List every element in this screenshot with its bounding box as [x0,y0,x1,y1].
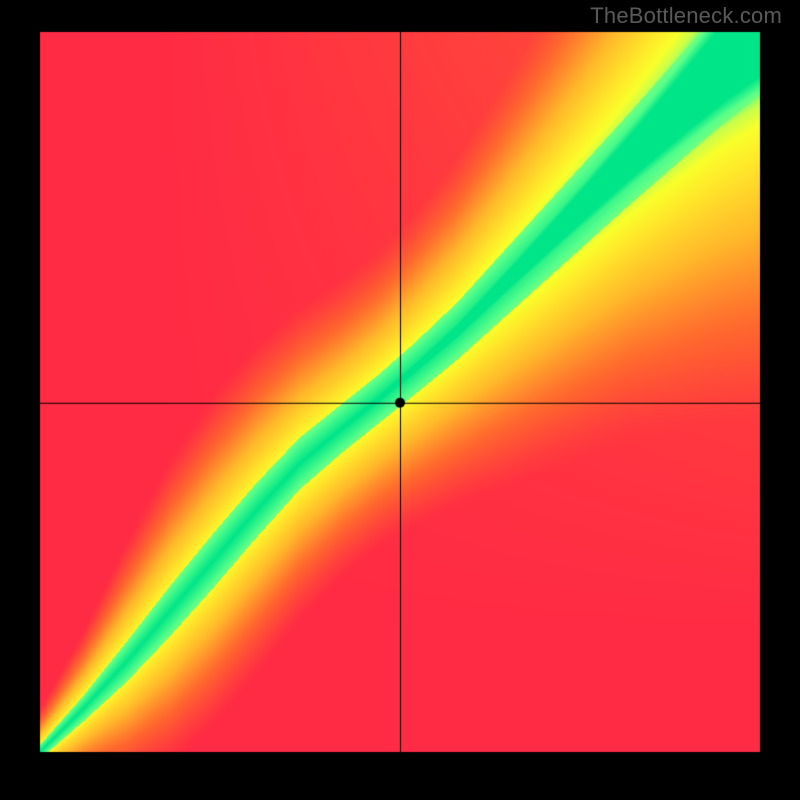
bottleneck-heatmap [0,0,800,800]
watermark-text: TheBottleneck.com [590,3,782,29]
chart-container: TheBottleneck.com [0,0,800,800]
